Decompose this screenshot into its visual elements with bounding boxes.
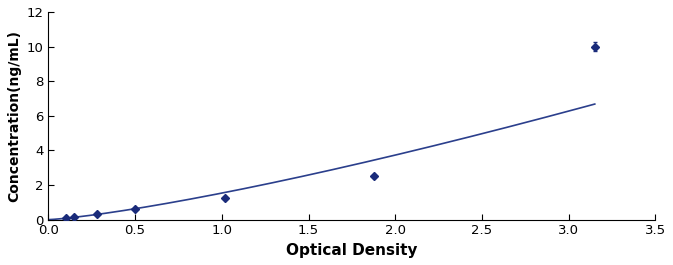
Y-axis label: Concentration(ng/mL): Concentration(ng/mL)	[7, 30, 21, 202]
X-axis label: Optical Density: Optical Density	[286, 243, 418, 258]
